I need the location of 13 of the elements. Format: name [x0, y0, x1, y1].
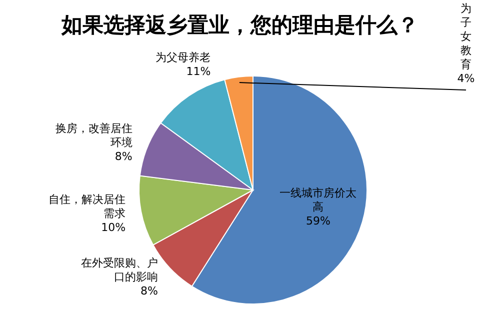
data-label: 11% [186, 65, 211, 78]
data-label: 4% [457, 72, 475, 85]
slice-label: 自住，解决居住需求 [48, 192, 126, 220]
slice-label: 为子女教育 [460, 2, 472, 71]
text: 如果选择返乡置业，您的理由是什么？ [60, 13, 418, 37]
data-label: 10% [101, 220, 126, 234]
data-label: 8% [140, 284, 158, 298]
slice-label: 在外受限购、户口的影响 [80, 256, 158, 284]
slice-label: 换房，改善居住环境 [55, 122, 132, 149]
data-label: 59% [306, 214, 330, 228]
slice-label: 一线城市房价太高 [280, 186, 357, 214]
data-label: 8% [114, 150, 132, 163]
slice-label: 为父母养老 [156, 51, 211, 64]
